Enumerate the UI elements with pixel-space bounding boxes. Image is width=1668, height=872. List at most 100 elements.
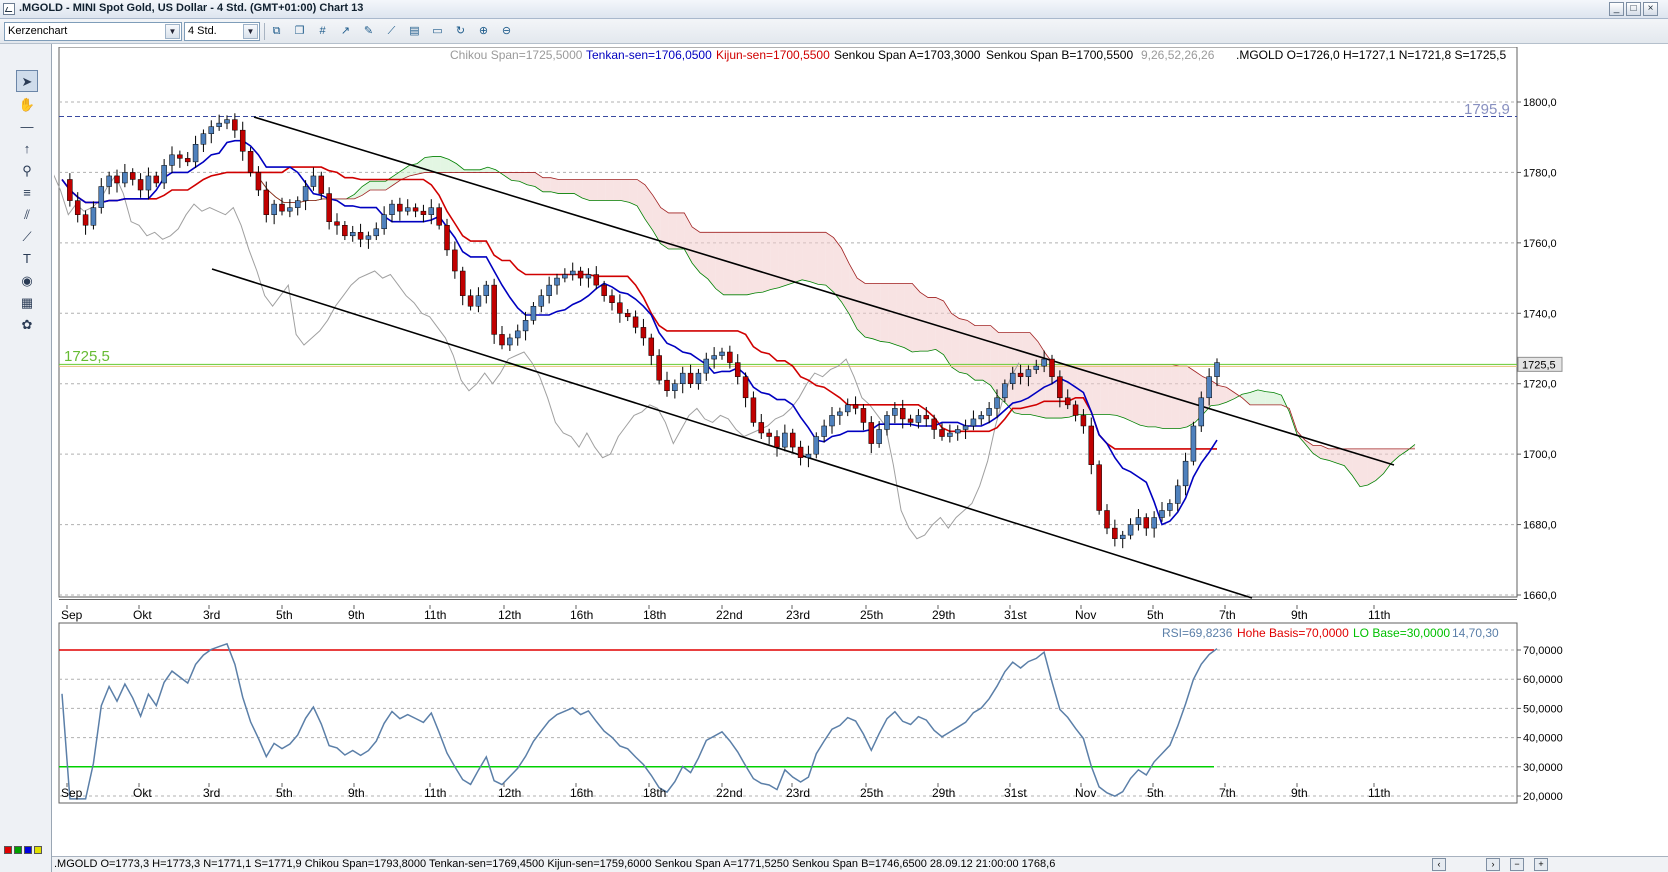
candle-down: [939, 429, 945, 437]
tenkan-legend: Tenkan-sen=1706,0500: [586, 48, 712, 62]
candle-down: [1057, 376, 1063, 399]
cloud-bearish: [1132, 364, 1140, 426]
cloud-bearish: [605, 179, 614, 201]
close-button[interactable]: ×: [1643, 2, 1658, 16]
time-tick-label: 5th: [1147, 608, 1164, 622]
candle-up: [224, 119, 230, 124]
eye-icon[interactable]: ◉: [21, 273, 33, 288]
scroll-right-button[interactable]: ›: [1486, 858, 1500, 871]
candle-up: [562, 274, 568, 279]
time-tick-label: 29th: [932, 608, 955, 622]
chart-svg[interactable]: 1800,0 1780,0 1760,0 1740,0 1720,0 1700,0 1680…: [0, 46, 1668, 855]
scroll-left-button[interactable]: ‹: [1432, 858, 1446, 871]
price-tick-label: 1660,0: [1523, 590, 1557, 602]
copy-window-icon[interactable]: ❐: [294, 25, 305, 37]
zoom-chart-icon[interactable]: ↗: [340, 25, 351, 37]
rsi-tick-label: 50,0000: [1523, 703, 1563, 715]
draw-line-icon[interactable]: ⟋: [387, 25, 396, 37]
candle-down: [420, 210, 427, 215]
cloud-bearish: [1407, 444, 1415, 451]
fibonacci-icon[interactable]: ≡: [23, 185, 31, 200]
pointer-icon[interactable]: ➤: [16, 70, 38, 92]
candle-down: [758, 422, 765, 434]
print-preview-icon[interactable]: ▤: [409, 25, 420, 37]
cloud-bearish: [959, 318, 968, 375]
time-tick-label: Okt: [133, 786, 152, 800]
candle-up: [1025, 369, 1032, 377]
color-swatch-red[interactable]: [4, 846, 12, 854]
candle-up: [200, 133, 207, 145]
color-swatch-blue[interactable]: [24, 846, 32, 854]
calculator-icon[interactable]: ▦: [20, 295, 34, 310]
horizontal-line-icon[interactable]: —: [20, 119, 34, 134]
candle-down: [1080, 415, 1087, 427]
price-tick-label: 1740,0: [1523, 308, 1557, 320]
grid-icon[interactable]: #: [319, 25, 326, 37]
candle-down: [609, 295, 615, 303]
arrow-up-icon[interactable]: ↑: [23, 141, 31, 156]
cloud-bearish: [857, 278, 865, 338]
edit-icon[interactable]: ✎: [363, 25, 374, 37]
chevron-down-icon[interactable]: ▼: [165, 24, 180, 39]
trend-icon[interactable]: ⟋: [22, 229, 32, 244]
color-swatch-yellow[interactable]: [34, 846, 42, 854]
print-icon[interactable]: ▭: [432, 25, 443, 37]
cloud-bearish: [527, 172, 535, 187]
kijun-sen-line: [61, 166, 1217, 450]
paint-icon[interactable]: ✿: [21, 317, 33, 332]
cloud-bearish: [1218, 385, 1227, 405]
maximize-button[interactable]: □: [1626, 2, 1641, 16]
candle-down: [279, 203, 285, 212]
chevron-down-icon[interactable]: ▼: [243, 24, 258, 39]
color-swatch-green[interactable]: [14, 846, 22, 854]
time-tick-label: 3rd: [203, 608, 220, 622]
candle-up: [216, 122, 222, 127]
cloud-bearish: [888, 283, 897, 345]
timeframe-select[interactable]: 4 Std. ▼: [184, 22, 260, 41]
refresh-icon[interactable]: ↻: [455, 25, 466, 37]
candle-down: [452, 249, 458, 272]
chart-area[interactable]: 1800,0 1780,0 1760,0 1740,0 1720,0 1700,0 1680…: [0, 46, 1668, 857]
cloud-bearish: [590, 179, 598, 201]
add-indicator-icon[interactable]: ⊕: [478, 25, 489, 37]
candle-down: [491, 284, 497, 335]
candle-up: [90, 207, 97, 226]
candle-down: [232, 119, 238, 131]
chikou-span-path: [0, 118, 1020, 540]
candle-up: [947, 432, 953, 437]
candle-up: [805, 453, 812, 458]
minimize-button[interactable]: _: [1609, 2, 1624, 16]
remove-indicator-icon[interactable]: ⊖: [501, 25, 512, 37]
cloud-bullish: [1257, 389, 1266, 405]
zoom-in-button[interactable]: +: [1534, 858, 1548, 871]
time-tick-label: 12th: [498, 786, 521, 800]
candle-up: [546, 284, 552, 296]
time-tick-label: 11th: [1368, 608, 1390, 622]
candle-down: [318, 175, 325, 194]
cloud-bearish: [558, 179, 567, 194]
candle-down: [499, 334, 505, 346]
zoom-out-button[interactable]: −: [1510, 858, 1524, 871]
price-axis: 1800,0 1780,0 1760,0 1740,0 1720,0 1700,0 1680…: [1517, 97, 1563, 602]
cloud-bearish: [849, 263, 858, 330]
cloud-bearish: [1116, 364, 1125, 419]
cloud-bearish: [1100, 364, 1109, 415]
zoom-icon[interactable]: ⚲: [22, 163, 32, 178]
cloud-bearish: [880, 283, 889, 343]
candle-up: [192, 144, 199, 163]
candle-up: [1214, 362, 1220, 377]
candle-up: [1033, 365, 1040, 370]
new-window-icon[interactable]: ⧉: [272, 25, 281, 37]
ichimoku-params-legend: 9,26,52,26,26: [1141, 48, 1215, 62]
chart-type-select[interactable]: Kerzenchart ▼: [4, 22, 182, 41]
hand-icon[interactable]: ✋: [18, 97, 36, 112]
candle-down: [1143, 517, 1150, 529]
time-tick-label: 3rd: [203, 786, 220, 800]
candle-down: [734, 362, 741, 377]
channel-icon[interactable]: ⫽: [24, 207, 30, 222]
text-icon[interactable]: T: [23, 251, 31, 266]
candle-up: [271, 203, 277, 215]
candle-up: [145, 175, 152, 191]
cloud-bearish: [1320, 445, 1329, 461]
cloud-bullish: [1265, 391, 1274, 405]
